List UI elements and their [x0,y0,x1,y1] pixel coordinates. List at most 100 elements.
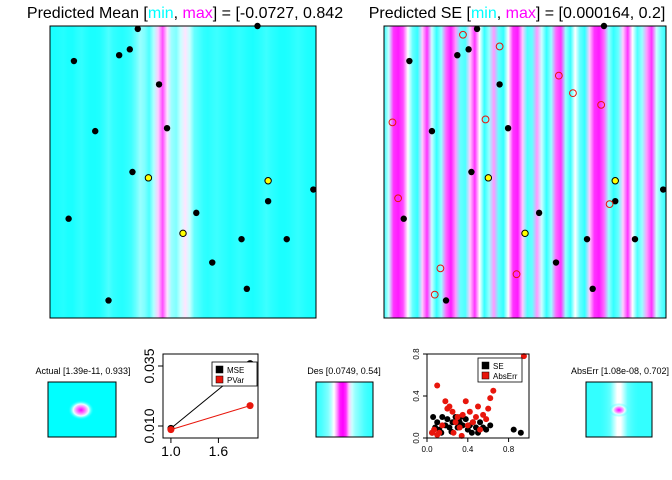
actual-frame [47,381,117,438]
candidate-point [569,89,577,98]
design-point [454,52,461,59]
x-tick-label: 0.8 [503,445,515,454]
design-point [193,209,200,217]
point-abserr [469,419,476,426]
candidate-point [436,264,445,273]
point-abserr [442,398,449,405]
candidate-point [394,194,403,203]
design-point [264,198,272,205]
actual-panel [47,381,117,438]
x-tick-label: 0.4 [462,445,474,454]
point-pvar [246,402,254,410]
point-abserr [449,408,456,415]
x-tick-label: 1.0 [161,443,181,459]
design-point [65,215,72,222]
design-point [163,125,171,132]
point-abserr [454,414,461,420]
point-pvar [167,426,175,434]
design-point [115,52,123,59]
se-title-max-word: max [506,5,536,22]
legend-swatch [215,375,224,384]
point-se [483,426,490,433]
legend-swatch [215,365,224,374]
point-abserr [450,429,457,436]
point-abserr [434,382,441,389]
point-se [434,419,441,426]
point-abserr [458,432,465,439]
actual-title: Actual [1.39e-11, 0.933] [36,366,131,376]
design-point [400,215,407,222]
design-point [504,125,512,132]
mean-title-max-word: max [183,5,213,22]
candidate-point [512,270,521,279]
mean-design-points [65,22,317,304]
series-line-pvar [170,405,251,431]
design-point [583,235,591,243]
point-abserr [475,403,481,410]
legend-label: PVar [227,376,245,385]
design-point [310,186,317,193]
mean-panel-title: Predicted Mean [min, max] = [-0.0727, 0.… [27,5,343,22]
point-se [510,426,517,433]
design-point [589,285,596,292]
design-point [659,186,667,193]
point-abserr [487,395,494,402]
x-tick-label: 1.6 [209,443,229,459]
abserr-peak [609,403,629,417]
design-point [468,168,475,176]
se-heatmap [384,26,666,318]
point-se [487,422,494,429]
design-point [496,81,503,88]
point-abserr [485,405,492,412]
legend-label: AbsErr [493,372,518,381]
design-point [612,198,619,205]
abserr-panel [585,381,653,438]
point-abserr [520,353,527,360]
se-panel-title: Predicted SE [min, max] = [0.000164, 0.2… [369,5,666,22]
candidate-point [495,42,504,51]
point-abserr [490,387,497,394]
se-title-min-word: min [471,5,497,22]
design-point [473,25,481,33]
point-se [430,414,437,420]
point-abserr [483,416,490,423]
point-se [462,416,469,423]
abserr-frame [585,381,653,438]
design-point [552,259,560,266]
design-point [406,57,413,65]
des-frame [315,381,374,438]
design-point [129,168,136,176]
candidate-point [481,115,490,124]
y-tick-label: 0.010 [141,408,157,443]
se-frame [383,25,667,319]
legend-label: MSE [227,366,244,375]
y-tick-label: 0.4 [412,390,421,402]
highlight-point [521,229,529,238]
legend-swatch [481,371,490,380]
des-title: Des [0.0749, 0.54] [307,366,381,376]
design-point [442,297,450,304]
design-point [155,81,163,88]
point-abserr [452,419,459,426]
point-abserr [480,411,487,418]
candidate-point [430,290,439,299]
des-heatmap [316,382,373,437]
design-point [238,235,245,243]
candidate-point [554,71,563,80]
point-abserr [436,429,443,436]
des-panel [315,381,374,438]
point-abserr [466,408,473,415]
mean-title-min-word: min [148,5,174,22]
point-abserr [459,411,466,418]
point-abserr [444,405,451,412]
x-tick-label: 0.0 [421,445,433,454]
point-abserr [462,398,469,405]
se-heatmap-panel [383,22,667,319]
point-abserr [431,426,438,433]
design-point [105,297,112,304]
highlight-point [484,174,493,182]
mean-heatmap-panel [49,22,317,319]
